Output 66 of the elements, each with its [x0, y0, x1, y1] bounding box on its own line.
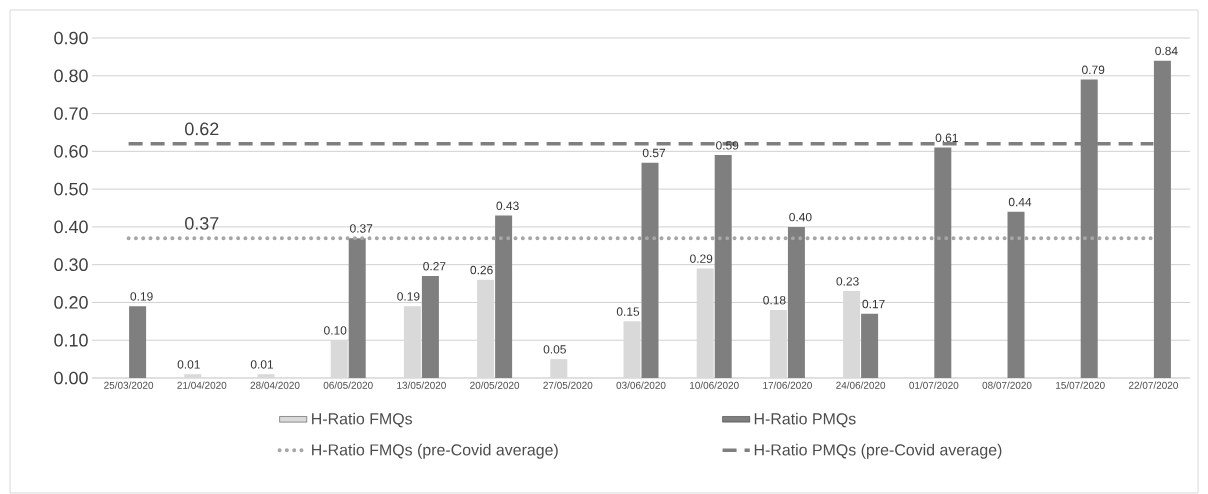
data-label: 0.23 [836, 277, 859, 286]
y-tick-label: 0.30 [54, 258, 88, 272]
x-tick-label: 28/04/2020 [250, 381, 300, 389]
x-tick-label: 24/06/2020 [836, 381, 886, 389]
data-label: 0.05 [543, 345, 566, 354]
y-tick-label: 0.00 [54, 371, 88, 385]
y-tick-label: 0.60 [54, 144, 88, 158]
x-tick-label: 03/06/2020 [616, 381, 666, 389]
bar [787, 226, 805, 378]
bar [714, 155, 732, 378]
data-label: 0.57 [642, 148, 666, 158]
bar [348, 238, 366, 378]
bar [184, 374, 202, 378]
data-label: 0.62 [185, 122, 219, 136]
x-tick-label: 13/05/2020 [397, 381, 446, 389]
data-label: 0.19 [397, 292, 420, 301]
y-tick-label: 0.10 [54, 333, 88, 347]
data-label: 0.27 [423, 262, 446, 271]
x-tick-label: 25/03/2020 [104, 381, 154, 389]
legend-label: H-Ratio FMQs [312, 412, 413, 428]
data-label: 0.10 [324, 326, 347, 335]
data-label: 0.01 [250, 360, 274, 369]
data-label: 0.18 [763, 296, 786, 305]
data-label: 0.61 [935, 133, 958, 143]
x-tick-label: 01/07/2020 [909, 381, 959, 389]
data-label: 0.84 [1155, 46, 1178, 56]
x-tick-label: 08/07/2020 [982, 381, 1032, 389]
bar [495, 215, 513, 378]
x-tick-label: 17/06/2020 [763, 381, 812, 389]
legend-label: H-Ratio PMQs (pre-Covid average) [754, 443, 1002, 459]
y-tick-label: 0.80 [54, 69, 88, 83]
x-tick-label: 15/07/2020 [1056, 381, 1105, 389]
data-label: 0.37 [350, 224, 373, 233]
bar [1007, 211, 1025, 378]
bar [129, 306, 147, 378]
bar [421, 276, 439, 378]
data-label: 0.37 [185, 217, 219, 230]
bar [934, 147, 952, 378]
legend-label: H-Ratio FMQs (pre-Covid average) [312, 443, 558, 459]
x-tick-label: 21/04/2020 [177, 381, 227, 389]
y-tick-label: 0.90 [54, 31, 88, 45]
data-label: 0.17 [862, 299, 885, 309]
data-label: 0.59 [716, 141, 739, 150]
x-tick-label: 06/05/2020 [323, 381, 373, 389]
bar [861, 313, 879, 378]
y-tick-label: 0.20 [54, 296, 88, 309]
data-label: 0.26 [470, 265, 493, 275]
x-tick-label: 20/05/2020 [470, 381, 520, 389]
data-label: 0.44 [1008, 197, 1032, 207]
data-label: 0.19 [130, 292, 153, 301]
x-tick-label: 22/07/2020 [1128, 381, 1178, 389]
data-label: 0.15 [616, 307, 640, 316]
legend-label: H-Ratio PMQs [754, 412, 856, 428]
bar [550, 359, 568, 378]
y-tick-label: 0.50 [54, 182, 88, 196]
x-tick-label: 27/05/2020 [543, 381, 593, 389]
y-tick-label: 0.70 [54, 107, 88, 120]
bar [641, 162, 659, 378]
data-label: 0.79 [1082, 65, 1105, 75]
bar [257, 374, 275, 378]
x-tick-label: 10/06/2020 [690, 381, 739, 389]
data-label: 0.40 [789, 212, 812, 222]
y-tick-label: 0.40 [54, 220, 88, 234]
data-label: 0.43 [496, 201, 519, 211]
data-label: 0.01 [177, 360, 200, 369]
data-label: 0.29 [690, 254, 713, 263]
